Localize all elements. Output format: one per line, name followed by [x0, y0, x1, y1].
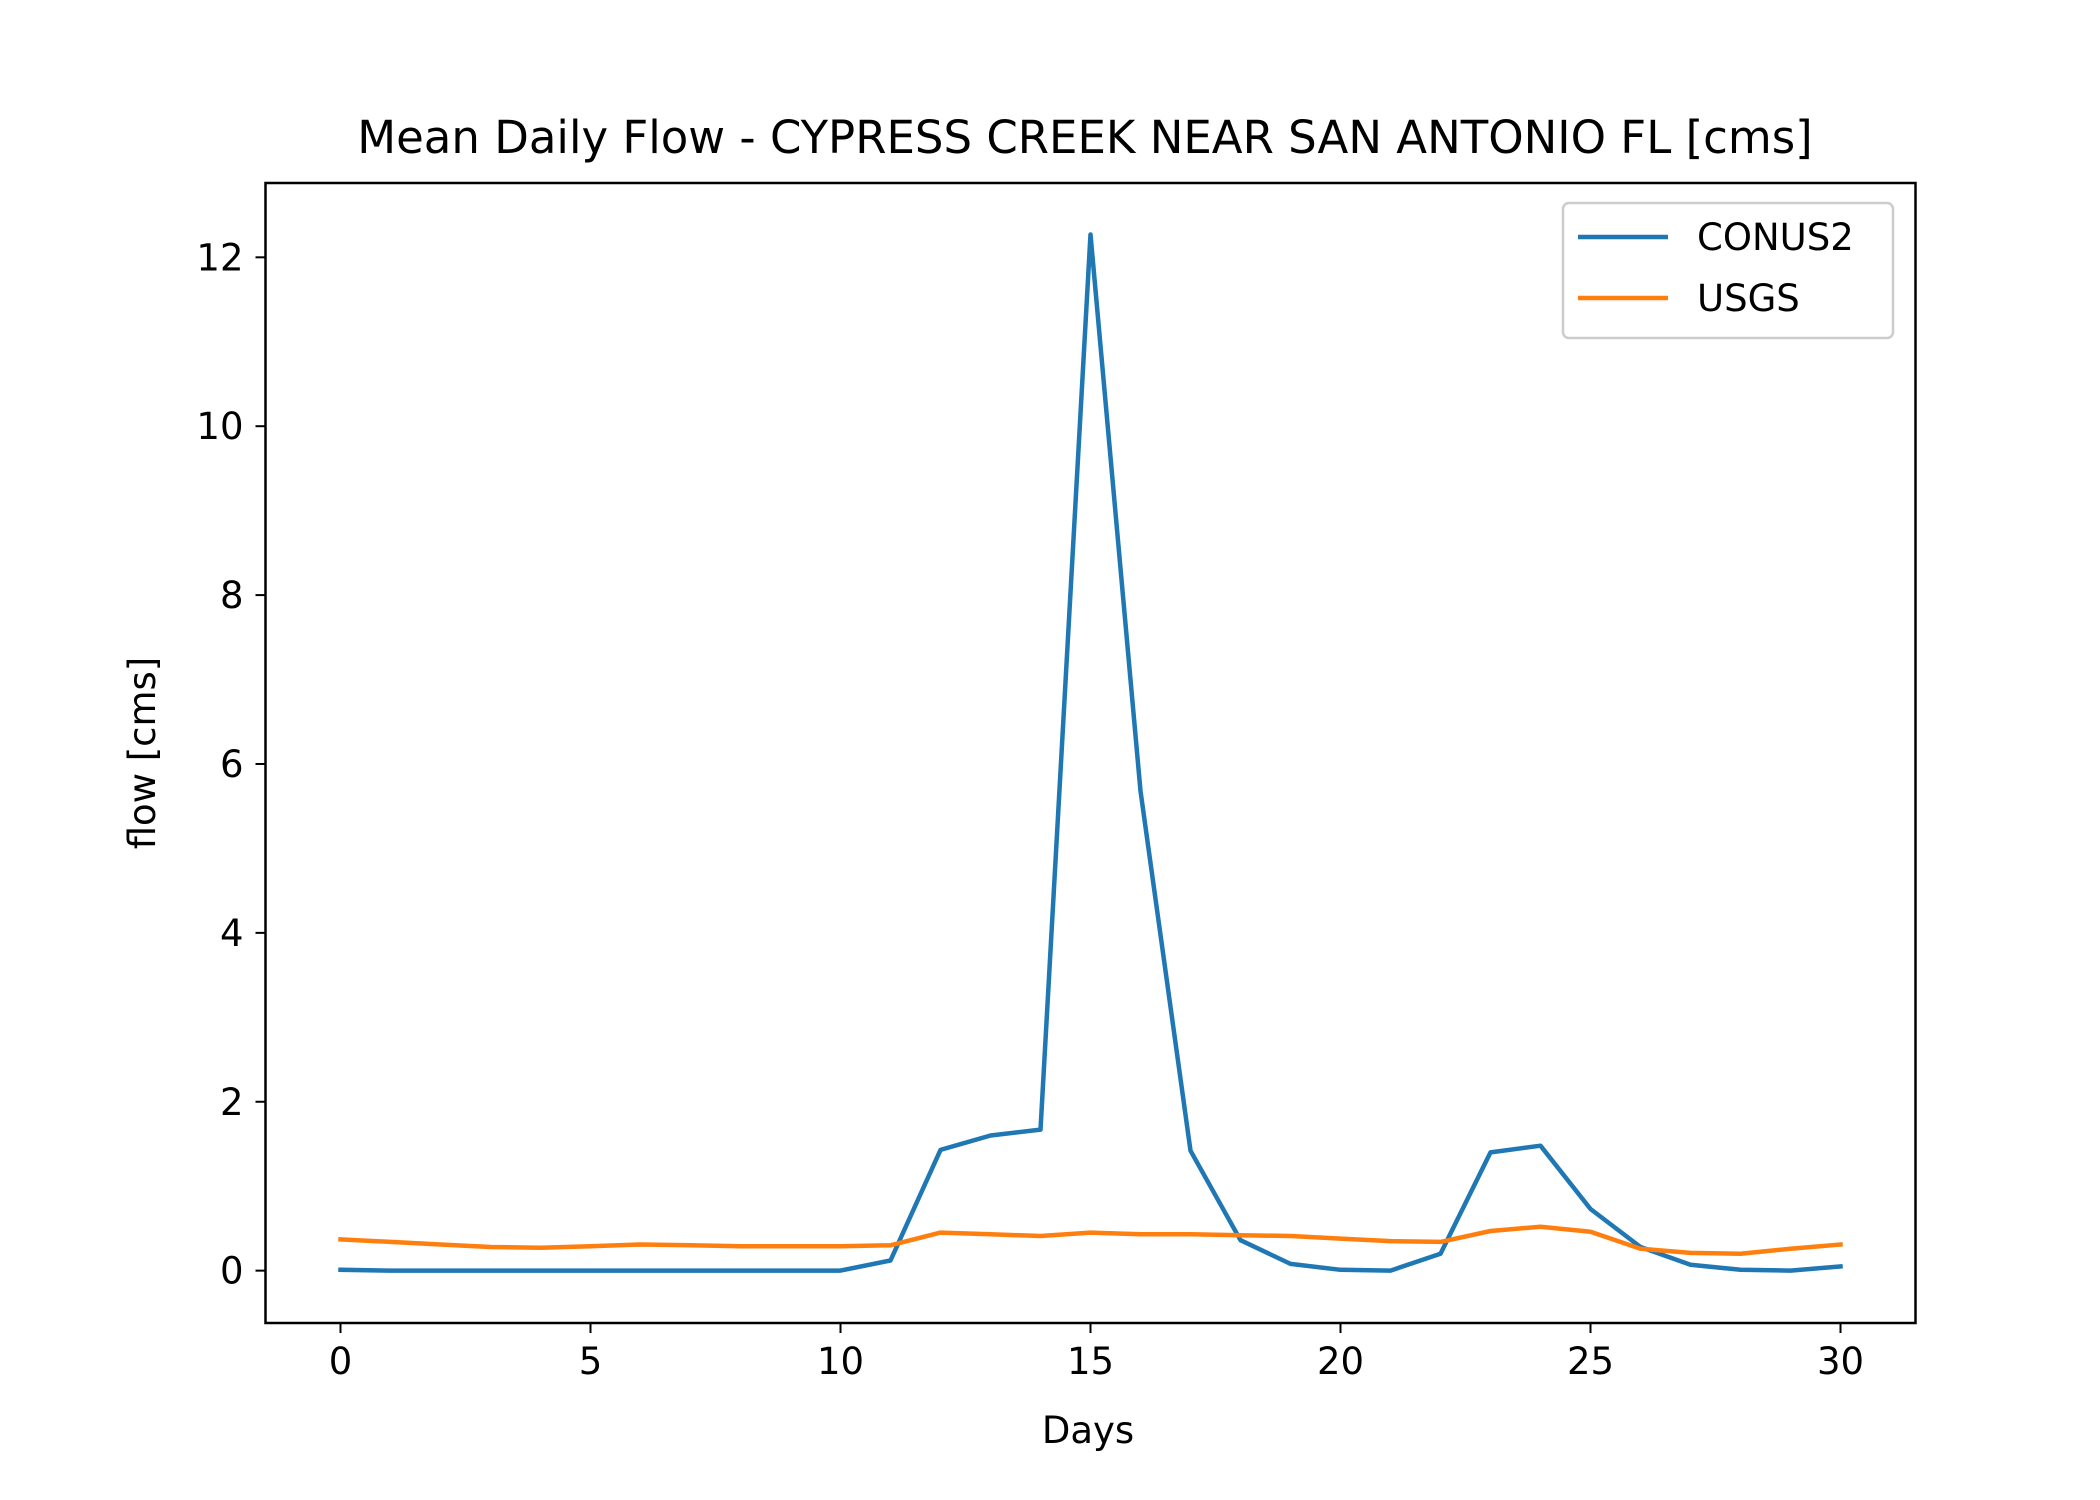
y-tick-label: 2	[220, 1081, 244, 1124]
chart-title: Mean Daily Flow - CYPRESS CREEK NEAR SAN…	[357, 111, 1812, 164]
legend-label-conus2: CONUS2	[1697, 216, 1854, 259]
x-tick-label: 25	[1567, 1340, 1614, 1383]
y-axis-label: flow [cms]	[121, 657, 164, 850]
y-tick-label: 10	[196, 405, 243, 448]
x-tick-label: 0	[329, 1340, 353, 1383]
y-tick-label: 0	[220, 1250, 244, 1293]
y-tick-label: 4	[220, 912, 244, 955]
legend-label-usgs: USGS	[1697, 277, 1800, 320]
y-tick-label: 8	[220, 574, 244, 617]
y-tick-label: 12	[196, 236, 243, 279]
series-line-usgs	[338, 1224, 1843, 1257]
x-tick-label: 15	[1067, 1340, 1114, 1383]
x-tick-label: 20	[1317, 1340, 1364, 1383]
x-tick-label: 5	[579, 1340, 603, 1383]
y-tick-label: 6	[220, 743, 244, 786]
x-axis: 0 5 10 15 20 25 30	[329, 1323, 1864, 1383]
x-tick-label: 10	[817, 1340, 864, 1383]
x-axis-label: Days	[1042, 1409, 1134, 1452]
series-line-conus2	[338, 232, 1843, 1273]
y-axis: 0 2 4 6 8 10 12	[196, 236, 266, 1293]
legend: CONUS2 USGS	[1561, 201, 1895, 340]
plot-lines	[338, 232, 1843, 1273]
x-tick-label: 30	[1817, 1340, 1864, 1383]
